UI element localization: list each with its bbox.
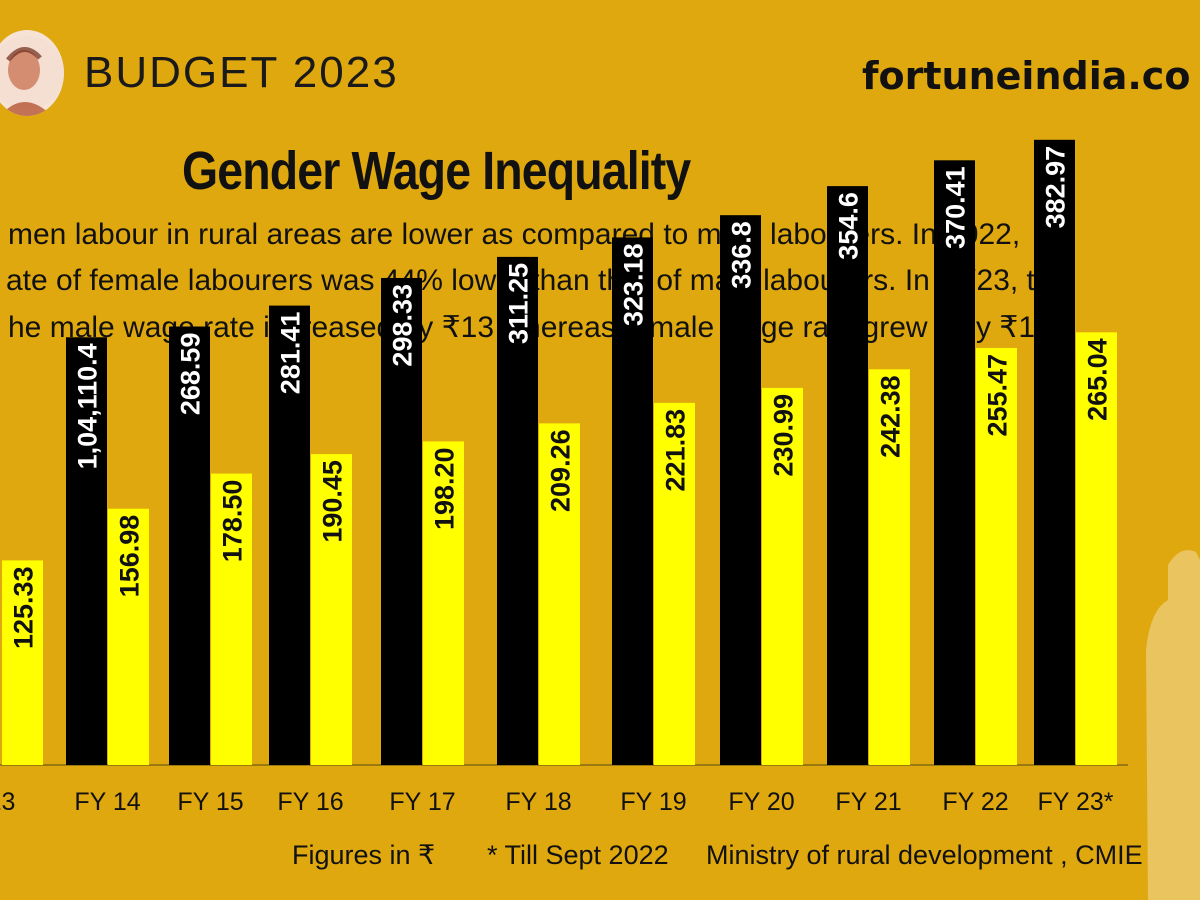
x-tick-label-6: FY 19 (620, 788, 686, 816)
female-value-label-6: 221.83 (661, 409, 691, 492)
female-value-label-1: 156.98 (115, 515, 145, 598)
female-value-label-3: 190.45 (318, 460, 348, 543)
male-bar-6 (612, 237, 653, 766)
period-note: * Till Sept 2022 (487, 840, 669, 870)
x-tick-label-10: FY 23* (1038, 788, 1114, 816)
female-value-label-0: 125.33 (9, 566, 39, 649)
female-value-label-5: 209.26 (546, 429, 576, 512)
units-note: Figures in ₹ (292, 840, 436, 870)
source-note: Ministry of rural development , CMIE (706, 840, 1143, 870)
female-bar-5 (539, 423, 580, 765)
statue-silhouette (1146, 550, 1200, 900)
female-bar-6 (654, 402, 695, 765)
x-tick-label-0: 13 (0, 788, 15, 816)
x-tick-label-4: FY 17 (389, 788, 455, 816)
male-bar-2 (169, 326, 210, 765)
female-bar-4 (423, 441, 464, 765)
x-tick-label-5: FY 18 (505, 788, 571, 816)
male-bar-8 (827, 186, 868, 766)
female-bar-8 (869, 369, 910, 765)
male-value-label-1: 1,04,110.4 (73, 343, 103, 469)
male-bar-7 (720, 215, 761, 765)
male-bar-3 (269, 305, 310, 765)
female-bar-9 (976, 347, 1017, 765)
male-bar-9 (934, 160, 975, 766)
male-value-label-9: 370.41 (941, 166, 971, 249)
male-bar-10 (1034, 139, 1075, 766)
x-tick-label-2: FY 15 (177, 788, 243, 816)
male-value-label-7: 336.8 (727, 221, 757, 289)
female-value-label-2: 178.50 (218, 480, 248, 563)
male-value-label-3: 281.41 (276, 312, 306, 395)
female-bar-7 (762, 387, 803, 765)
female-bar-0 (2, 560, 43, 765)
male-bar-4 (381, 277, 422, 765)
female-value-label-10: 265.04 (1083, 338, 1113, 421)
male-value-label-4: 298.33 (388, 284, 418, 367)
female-bar-3 (311, 454, 352, 765)
site-name[interactable]: fortuneindia.co (862, 54, 1191, 98)
female-bar-2 (211, 473, 252, 765)
chart-title: Gender Wage Inequality (182, 141, 691, 201)
male-value-label-5: 311.25 (504, 263, 534, 344)
female-value-label-4: 198.20 (430, 447, 460, 530)
male-bar-1 (66, 337, 107, 765)
male-value-label-6: 323.18 (619, 243, 649, 326)
male-bar-5 (497, 256, 538, 765)
male-value-label-10: 382.97 (1041, 146, 1071, 229)
x-tick-label-3: FY 16 (277, 788, 343, 816)
female-value-label-9: 255.47 (983, 354, 1013, 437)
x-tick-label-8: FY 21 (835, 788, 901, 816)
finance-minister-portrait (0, 30, 64, 116)
x-tick-label-7: FY 20 (728, 788, 794, 816)
female-value-label-8: 242.38 (876, 375, 906, 458)
x-tick-label-1: FY 14 (74, 788, 140, 816)
female-bar-1 (108, 508, 149, 765)
female-bar-10 (1076, 332, 1117, 765)
budget-title: BUDGET 2023 (84, 48, 399, 97)
male-value-label-8: 354.6 (834, 192, 864, 260)
x-tick-label-9: FY 22 (942, 788, 1008, 816)
male-value-label-2: 268.59 (176, 333, 206, 416)
female-value-label-7: 230.99 (769, 394, 799, 477)
